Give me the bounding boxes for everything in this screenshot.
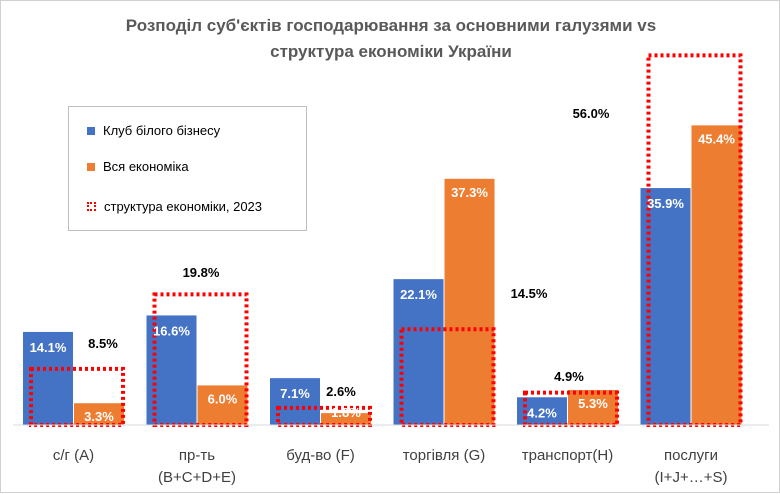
legend-label-structure: структура економіки, 2023 — [104, 199, 263, 214]
legend-swatch-club — [87, 126, 95, 135]
label-club-2: 7.1% — [280, 386, 310, 401]
label-club-3: 22.1% — [400, 287, 437, 302]
label-economy-3: 37.3% — [451, 185, 488, 200]
legend-swatch-economy — [87, 162, 95, 171]
category-label-2: буд-во (F) — [286, 447, 354, 464]
bar-club-2 — [270, 378, 320, 425]
category-label-4: транспорт(H) — [522, 447, 614, 464]
chart-title-line-1: Розподіл суб'єктів господарювання за осн… — [125, 16, 657, 35]
label-club-4: 4.2% — [527, 405, 557, 420]
chart-title: Розподіл суб'єктів господарювання за осн… — [1, 13, 780, 65]
bar-economy-4 — [568, 390, 618, 425]
category-label-line2-5: (I+J+…+S) — [655, 469, 728, 486]
category-label-0: с/г (А) — [53, 447, 94, 464]
label-structure-1: 19.8% — [183, 265, 220, 280]
label-structure-0: 8.5% — [88, 336, 118, 351]
bar-structure-1 — [152, 292, 249, 427]
legend-item-structure: структура економіки, 2023 — [87, 199, 262, 214]
category-label-1: пр-ть — [179, 447, 215, 464]
bar-economy-0 — [74, 403, 124, 425]
bar-club-3 — [393, 279, 444, 425]
category-label-3: торгівля (G) — [403, 447, 486, 464]
category-label-line2-1: (B+C+D+E) — [158, 469, 236, 486]
category-label-5: послуги — [664, 447, 718, 464]
chart-title-line-2: структура економіки України — [270, 42, 512, 61]
label-economy-4: 5.3% — [578, 396, 608, 411]
label-economy-1: 6.0% — [208, 391, 238, 406]
bar-economy-1 — [197, 385, 248, 425]
bar-economy-2 — [321, 413, 371, 425]
bar-economy-3 — [444, 178, 495, 425]
label-structure-3: 14.5% — [511, 286, 548, 301]
legend-item-economy: Вся економіка — [87, 159, 189, 174]
bar-structure-3 — [399, 327, 496, 427]
label-club-5: 35.9% — [647, 196, 684, 211]
label-club-0: 14.1% — [30, 340, 67, 355]
legend-label-economy: Вся економіка — [103, 159, 189, 174]
legend: Клуб білого бізнесу Вся економіка структ… — [68, 106, 307, 231]
legend-item-club: Клуб білого бізнесу — [87, 123, 220, 138]
label-economy-2: 1.8% — [331, 405, 361, 420]
label-club-1: 16.6% — [153, 323, 190, 338]
bar-club-0 — [23, 331, 73, 425]
label-economy-5: 45.4% — [698, 131, 735, 146]
bar-economy-5 — [691, 125, 742, 426]
legend-swatch-structure — [87, 202, 96, 211]
label-structure-2: 2.6% — [326, 384, 356, 399]
legend-label-club: Клуб білого бізнесу — [103, 123, 221, 138]
label-structure-4: 4.9% — [554, 369, 584, 384]
bar-structure-5 — [646, 53, 743, 428]
label-structure-5: 56.0% — [573, 106, 610, 121]
label-economy-0: 3.3% — [84, 409, 114, 424]
